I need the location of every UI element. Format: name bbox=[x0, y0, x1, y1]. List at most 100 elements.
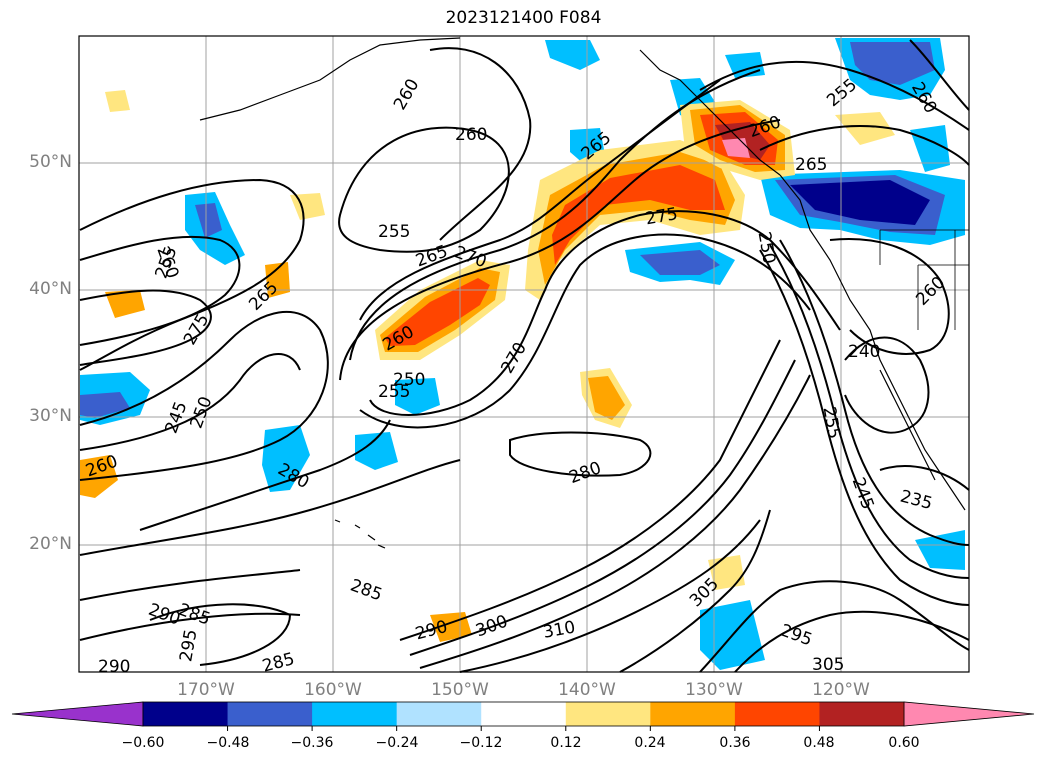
shade-darkblue-patch bbox=[80, 392, 130, 418]
colorbar-tick-label: −0.60 bbox=[121, 735, 165, 751]
contour-line bbox=[769, 244, 970, 579]
contour-line bbox=[79, 235, 241, 346]
coastline-baja bbox=[879, 369, 936, 481]
contour-line bbox=[429, 47, 532, 241]
colorbar-extend-low bbox=[11, 701, 144, 727]
shade-navy-patch bbox=[790, 180, 930, 225]
contour-line bbox=[79, 289, 212, 366]
coastline-layer bbox=[199, 37, 969, 549]
lon-label: 130°W bbox=[685, 680, 743, 700]
contour-label: 260 bbox=[455, 125, 487, 145]
colorbar-segment bbox=[396, 702, 482, 726]
contour-line bbox=[699, 60, 970, 131]
colorbar-tick-label: 0.60 bbox=[888, 735, 920, 751]
lon-label: 170°W bbox=[177, 680, 235, 700]
map-frame bbox=[78, 35, 970, 673]
colorbar-segment bbox=[565, 702, 651, 726]
colorbar-segment bbox=[312, 702, 398, 726]
colorbar-tick-label: −0.36 bbox=[290, 735, 334, 751]
contour-line bbox=[139, 419, 391, 531]
colorbar-extend-high bbox=[903, 701, 1035, 727]
shade-darkblue-patch bbox=[850, 42, 935, 85]
shade-darkblue-patch bbox=[195, 203, 222, 238]
shade-orange-patch bbox=[105, 290, 145, 318]
colorbar-segment bbox=[227, 702, 313, 726]
lon-label: 150°W bbox=[431, 680, 489, 700]
contour-line bbox=[619, 509, 771, 673]
contour-line bbox=[349, 69, 761, 361]
shade-yellow-patch bbox=[105, 90, 130, 112]
coastline-alaska-panhandle bbox=[639, 49, 781, 176]
map-panel: 260 260 255 265 270 265 275 260 250 255 … bbox=[78, 35, 970, 677]
contour-label: 290 bbox=[98, 657, 130, 677]
colorbar-tick-label: 0.36 bbox=[719, 735, 751, 751]
contour-label: 305 bbox=[812, 655, 844, 675]
contour-line bbox=[399, 339, 781, 641]
shade-yellow-patch bbox=[835, 112, 895, 145]
shade-red-patch bbox=[385, 278, 490, 346]
lon-label: 120°W bbox=[812, 680, 870, 700]
contour-label: 240 bbox=[848, 342, 880, 362]
contour-label: 250 bbox=[393, 370, 425, 390]
contour-label: 255 bbox=[378, 222, 410, 242]
contour-line bbox=[509, 431, 652, 477]
colorbar bbox=[11, 701, 1035, 731]
contour-line bbox=[734, 610, 970, 673]
lat-label: 30°N bbox=[29, 406, 72, 426]
contour-line bbox=[879, 465, 970, 491]
contour-line bbox=[359, 233, 811, 429]
lon-label: 160°W bbox=[304, 680, 362, 700]
contour-layer bbox=[79, 39, 970, 673]
shade-orange-patch bbox=[80, 455, 118, 498]
colorbar-tick-label: 0.12 bbox=[550, 735, 582, 751]
colorbar-tick-label: −0.24 bbox=[375, 735, 419, 751]
shade-blue-patch bbox=[915, 530, 965, 570]
contour-line bbox=[79, 311, 329, 481]
contour-line bbox=[338, 126, 510, 253]
contour-line bbox=[844, 336, 930, 434]
contour-line bbox=[759, 249, 970, 606]
shade-darkblue-patch bbox=[640, 250, 720, 275]
colorbar-tick-label: 0.48 bbox=[803, 735, 835, 751]
shade-orange-patch bbox=[588, 376, 625, 420]
shade-blue-patch bbox=[545, 40, 600, 70]
coastline-alaska bbox=[199, 37, 461, 121]
contour-line bbox=[909, 39, 970, 111]
lat-label: 50°N bbox=[29, 152, 72, 172]
colorbar-tick-label: −0.12 bbox=[459, 735, 503, 751]
contour-line bbox=[459, 519, 761, 673]
shaded-field-layer bbox=[80, 38, 965, 670]
contour-label: 265 bbox=[795, 155, 827, 175]
shade-blue-patch bbox=[355, 432, 398, 470]
shade-blue-patch bbox=[395, 378, 440, 415]
contour-line bbox=[79, 353, 301, 451]
contour-label: 255 bbox=[378, 382, 410, 402]
contour-line bbox=[79, 569, 301, 641]
colorbar-frame bbox=[142, 701, 905, 727]
contour-line bbox=[79, 178, 305, 371]
state-borders bbox=[879, 229, 969, 330]
contour-line bbox=[779, 239, 970, 546]
hawaii-islands bbox=[334, 519, 386, 549]
contour-line bbox=[339, 119, 781, 381]
contour-line bbox=[829, 238, 950, 355]
contour-line bbox=[409, 359, 796, 656]
lon-label: 140°W bbox=[558, 680, 616, 700]
colorbar-segment bbox=[819, 702, 905, 726]
contour-line bbox=[149, 603, 292, 666]
colorbar-segment bbox=[481, 702, 567, 726]
colorbar-segment bbox=[143, 702, 229, 726]
colorbar-tick-label: −0.48 bbox=[206, 735, 250, 751]
contour-line bbox=[369, 210, 841, 416]
lat-label: 40°N bbox=[29, 279, 72, 299]
colorbar-ticks bbox=[227, 726, 820, 731]
contour-line bbox=[419, 374, 811, 669]
contour-line bbox=[759, 125, 970, 166]
graticule bbox=[79, 36, 969, 672]
lat-label: 20°N bbox=[29, 534, 72, 554]
map-background bbox=[79, 36, 969, 672]
shade-orange-patch bbox=[265, 262, 290, 298]
colorbar-segment bbox=[650, 702, 736, 726]
coastline-north-america bbox=[779, 174, 966, 511]
